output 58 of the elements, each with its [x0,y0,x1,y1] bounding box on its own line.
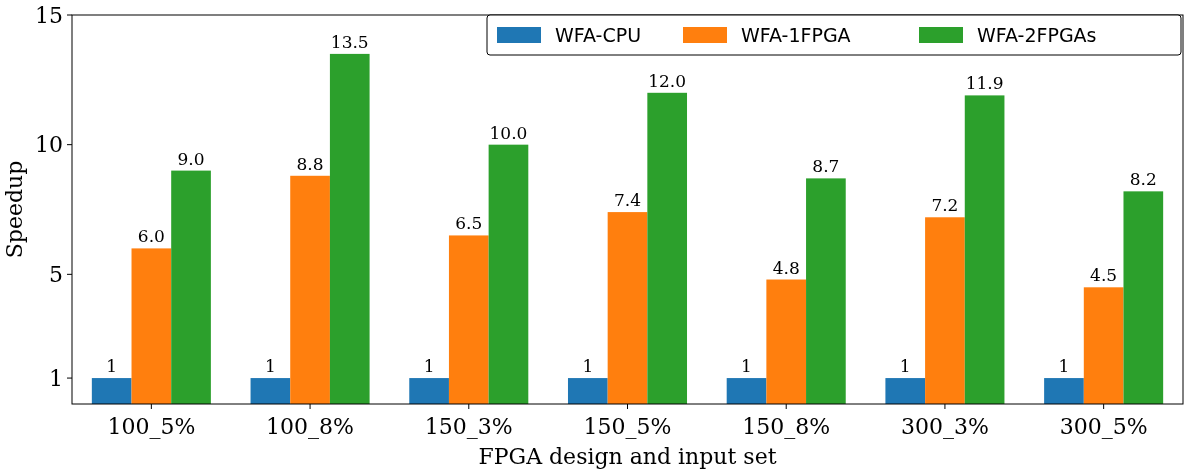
bar [250,378,291,404]
data-label: 7.4 [613,190,642,211]
data-label: 9.0 [177,148,205,169]
data-label: 13.5 [330,31,369,52]
data-label: 6.0 [137,226,165,247]
data-label: 1 [582,356,594,377]
bar [1123,191,1164,404]
x-tick-label: 100_5% [107,414,196,439]
bar [806,178,846,404]
data-label: 10.0 [489,122,528,143]
bar [647,92,688,404]
data-label: 7.2 [931,195,959,216]
bar [409,378,449,404]
data-label: 8.8 [296,153,324,174]
x-tick-label: 150_8% [742,414,831,439]
y-tick-label: 5 [49,262,63,288]
data-label: 8.7 [812,156,840,177]
bar [1083,287,1124,404]
data-label: 1 [423,356,435,377]
y-tick-label: 10 [35,132,63,158]
bar [766,279,807,404]
data-label: 4.5 [1090,265,1118,286]
y-tick-label: 15 [35,2,63,28]
bar [1044,378,1084,404]
bar [131,248,172,404]
x-tick-label: 150_3% [424,414,513,439]
data-label: 1 [264,356,276,377]
bar [290,175,330,404]
x-tick-label: 300_5% [1059,414,1148,439]
bar [91,378,132,404]
data-label: 1 [741,356,752,377]
data-label: 1 [899,356,911,377]
bar [925,217,965,404]
data-label: 1 [106,356,118,377]
legend-label: WFA-1FPGA [741,23,851,46]
data-label: 8.2 [1129,169,1157,190]
bar [726,378,767,404]
legend-label: WFA-2FPGAs [977,23,1097,46]
data-label: 6.5 [455,213,483,234]
legend-label: WFA-CPU [555,23,642,46]
bar [488,144,529,404]
data-label: 12.0 [648,70,687,91]
x-tick-label: 300_3% [900,414,989,439]
bar [567,378,608,404]
x-tick-label: 100_8% [266,414,355,439]
data-label: 4.8 [772,257,800,278]
bar [607,212,648,404]
bar [448,235,489,404]
x-axis-title: FPGA design and input set [478,444,777,469]
data-label: 1 [1058,356,1070,377]
bar [885,378,926,404]
data-label: 11.9 [965,73,1004,94]
bar [171,170,211,404]
bar [964,95,1005,404]
y-axis-title: Speedup [2,160,27,259]
bar [329,53,370,404]
x-tick-label: 150_5% [583,414,672,439]
y-tick-label: 1 [49,365,63,391]
